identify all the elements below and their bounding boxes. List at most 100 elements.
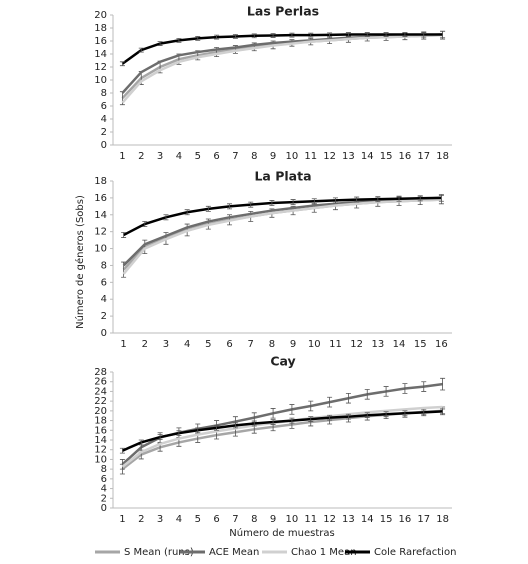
y-tick-label: 4 <box>101 484 107 495</box>
y-tick-label: 4 <box>101 294 107 305</box>
x-tick-label: 2 <box>138 514 144 525</box>
x-tick-label: 6 <box>213 514 219 525</box>
x-tick-label: 3 <box>163 339 169 350</box>
y-tick-label: 10 <box>94 454 107 465</box>
x-tick-label: 12 <box>323 151 336 162</box>
y-tick-label: 10 <box>94 244 107 255</box>
y-tick-label: 8 <box>101 88 107 99</box>
x-tick-label: 8 <box>269 339 275 350</box>
x-tick-label: 11 <box>329 339 342 350</box>
error-bar <box>332 197 338 204</box>
y-tick-label: 18 <box>94 416 107 427</box>
error-bar <box>157 41 163 46</box>
error-bar <box>417 195 423 202</box>
x-tick-label: 14 <box>361 514 374 525</box>
x-tick-label: 7 <box>232 151 238 162</box>
error-bar <box>364 32 370 37</box>
y-tick-label: 26 <box>94 377 107 388</box>
error-bar <box>327 396 333 408</box>
error-bar <box>402 383 408 394</box>
x-tick-label: 9 <box>290 339 296 350</box>
x-tick-label: 12 <box>323 514 336 525</box>
x-tick-label: 1 <box>119 514 125 525</box>
error-bar <box>308 400 314 412</box>
error-bar <box>440 408 446 415</box>
x-tick-label: 15 <box>380 514 393 525</box>
error-bar <box>270 408 276 419</box>
error-bar <box>383 32 389 37</box>
error-bar <box>176 38 182 43</box>
error-bar <box>438 194 444 202</box>
x-tick-label: 5 <box>195 514 201 525</box>
error-bar <box>364 412 370 419</box>
error-bar <box>232 422 238 429</box>
error-bar <box>345 392 351 404</box>
x-tick-label: 3 <box>157 151 163 162</box>
y-tick-label: 0 <box>101 140 107 151</box>
error-bar <box>119 61 125 67</box>
error-bar <box>440 30 446 39</box>
x-axis-title: Número de muestras <box>229 527 334 539</box>
error-bar <box>119 459 125 470</box>
error-bar <box>184 209 190 216</box>
y-tick-label: 20 <box>94 10 107 21</box>
x-tick-label: 9 <box>270 514 276 525</box>
series-line <box>121 33 443 65</box>
x-tick-label: 14 <box>393 339 406 350</box>
error-bar <box>269 200 275 206</box>
x-tick-label: 17 <box>417 514 430 525</box>
x-tick-label: 1 <box>119 151 125 162</box>
x-tick-label: 11 <box>304 151 317 162</box>
error-bar <box>364 389 370 400</box>
y-tick-label: 14 <box>94 435 107 446</box>
y-tick-label: 6 <box>101 101 107 112</box>
x-tick-label: 14 <box>361 151 374 162</box>
x-tick-label: 3 <box>157 514 163 525</box>
x-tick-label: 11 <box>304 514 317 525</box>
series-line <box>123 196 442 237</box>
error-bar <box>214 425 220 431</box>
error-bar <box>138 47 144 53</box>
y-tick-label: 14 <box>94 210 107 221</box>
error-bar <box>195 427 201 434</box>
x-tick-label: 2 <box>138 151 144 162</box>
error-bar <box>421 31 427 38</box>
error-bar <box>248 201 254 208</box>
error-bar <box>290 199 296 206</box>
chart-title: Cay <box>270 354 295 369</box>
series-line <box>122 196 442 267</box>
error-bar <box>142 221 148 227</box>
error-bar <box>440 377 446 391</box>
x-tick-label: 16 <box>399 151 412 162</box>
error-bar <box>251 420 257 427</box>
y-tick-label: 20 <box>94 406 107 417</box>
y-tick-label: 8 <box>101 464 107 475</box>
x-tick-label: 7 <box>248 339 254 350</box>
x-tick-label: 13 <box>342 151 355 162</box>
y-tick-label: 22 <box>94 396 107 407</box>
x-tick-label: 13 <box>371 339 384 350</box>
series-line <box>121 33 443 104</box>
error-bar <box>121 232 127 238</box>
y-tick-label: 2 <box>101 493 107 504</box>
y-tick-label: 6 <box>101 474 107 485</box>
error-bar <box>396 195 402 202</box>
x-tick-label: 10 <box>308 339 321 350</box>
error-bar <box>308 32 314 38</box>
error-bar <box>176 430 182 437</box>
legend-label: S Mean (runs) <box>124 547 194 558</box>
error-bar <box>289 417 295 424</box>
error-bar <box>327 414 333 421</box>
y-tick-label: 14 <box>94 49 107 60</box>
error-bar <box>383 411 389 418</box>
y-tick-label: 10 <box>94 75 107 86</box>
y-tick-label: 24 <box>94 386 107 397</box>
error-bar <box>214 34 220 40</box>
error-bar <box>227 203 233 210</box>
error-bar <box>383 386 389 397</box>
error-bar <box>327 32 333 38</box>
error-bar <box>345 32 351 37</box>
x-tick-label: 7 <box>232 514 238 525</box>
y-tick-label: 12 <box>94 445 107 456</box>
y-axis-title: Número de géneros (Sobs) <box>74 195 86 329</box>
